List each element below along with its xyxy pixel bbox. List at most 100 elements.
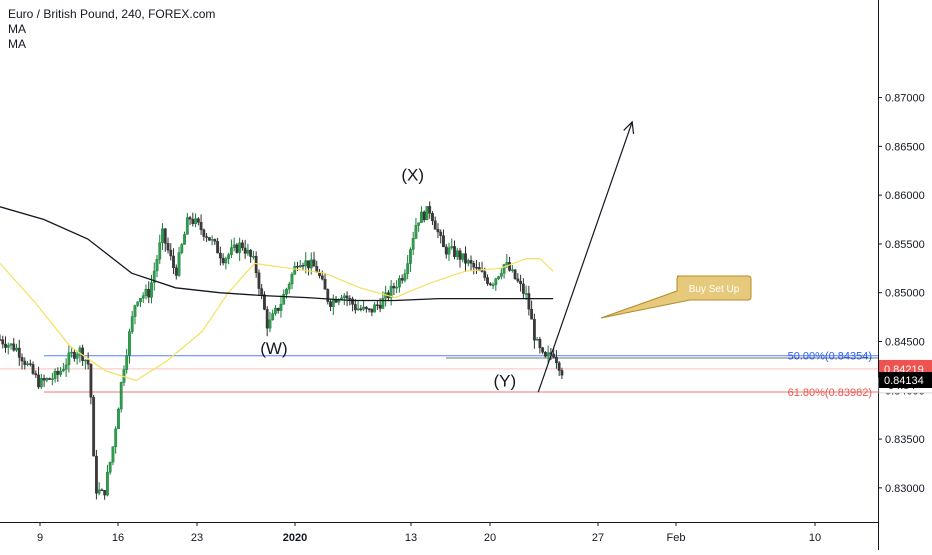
candle bbox=[64, 358, 68, 377]
candle-body bbox=[139, 298, 142, 303]
candle bbox=[290, 272, 294, 290]
candle-body bbox=[117, 408, 120, 430]
candle-body bbox=[530, 308, 534, 320]
candle-body bbox=[395, 286, 399, 289]
candle-body bbox=[83, 359, 87, 362]
candle-body bbox=[136, 301, 140, 306]
candle-body bbox=[367, 308, 371, 310]
candle bbox=[497, 275, 500, 281]
candle-body bbox=[439, 231, 443, 236]
candle-body bbox=[257, 272, 261, 289]
candle-body bbox=[50, 378, 54, 380]
candle bbox=[224, 256, 228, 270]
candle bbox=[12, 337, 16, 352]
candle bbox=[362, 300, 365, 312]
wave-labels: (X) (W) (Y) bbox=[260, 166, 516, 391]
candle-body bbox=[491, 284, 495, 287]
candle bbox=[31, 361, 35, 375]
candle bbox=[312, 251, 316, 267]
candle-body bbox=[72, 351, 76, 359]
candle-body bbox=[4, 343, 7, 348]
candle-body bbox=[196, 218, 200, 223]
candle-body bbox=[67, 352, 71, 366]
candle bbox=[359, 305, 363, 312]
candle-body bbox=[560, 370, 564, 376]
candle-body bbox=[398, 278, 401, 288]
x-tick-label: 9 bbox=[37, 532, 43, 544]
candle-body bbox=[351, 298, 354, 305]
candle bbox=[389, 280, 393, 306]
candle bbox=[147, 281, 151, 304]
candle bbox=[260, 283, 264, 300]
candle-body bbox=[260, 288, 264, 295]
candle-body bbox=[23, 360, 27, 365]
y-tick-label: 0.87000 bbox=[885, 93, 925, 105]
candle bbox=[92, 395, 96, 457]
candle bbox=[67, 344, 71, 373]
candle-body bbox=[331, 298, 335, 307]
candle-body bbox=[370, 308, 374, 313]
candle-body bbox=[119, 382, 123, 410]
candle bbox=[323, 272, 327, 290]
fib-label: 50.00%(0.84354) bbox=[788, 351, 872, 363]
candle bbox=[398, 275, 401, 293]
candle bbox=[243, 239, 247, 259]
candle bbox=[530, 300, 534, 320]
candle-body bbox=[436, 229, 440, 233]
candle bbox=[469, 255, 473, 271]
candle bbox=[1, 335, 5, 349]
candle bbox=[326, 288, 330, 305]
candle-body bbox=[216, 241, 220, 254]
candle bbox=[232, 237, 236, 252]
candle-body bbox=[296, 265, 299, 268]
candle-body bbox=[431, 213, 434, 222]
arrow-shaft bbox=[537, 121, 633, 393]
candle bbox=[70, 346, 74, 358]
candle-body bbox=[373, 304, 377, 313]
candle bbox=[183, 231, 186, 245]
candle-body bbox=[97, 489, 101, 494]
candle bbox=[39, 374, 43, 390]
candle bbox=[205, 232, 208, 242]
candle bbox=[265, 306, 269, 337]
candle-body bbox=[108, 461, 112, 473]
candle-body bbox=[417, 222, 421, 226]
candle-body bbox=[287, 283, 291, 290]
candle-body bbox=[103, 490, 107, 496]
candle bbox=[279, 295, 283, 318]
x-tick-label: 13 bbox=[405, 532, 417, 544]
candle-body bbox=[106, 472, 109, 496]
candle-body bbox=[12, 343, 16, 351]
candle-body bbox=[59, 370, 62, 375]
candle bbox=[210, 235, 214, 246]
candle-body bbox=[345, 295, 349, 299]
candle bbox=[202, 228, 206, 241]
candle-body bbox=[400, 278, 404, 281]
candle bbox=[72, 349, 76, 362]
candle-body bbox=[453, 246, 456, 257]
candle bbox=[23, 357, 27, 370]
candle-body bbox=[414, 225, 418, 239]
candle bbox=[442, 229, 445, 248]
candle-body bbox=[45, 378, 49, 381]
candle-body bbox=[161, 228, 164, 243]
candle bbox=[450, 238, 454, 250]
candle-body bbox=[207, 237, 211, 241]
candles bbox=[0, 201, 564, 500]
candle-body bbox=[329, 301, 332, 307]
candle bbox=[541, 346, 545, 355]
candle-body bbox=[53, 370, 57, 379]
candle-body bbox=[6, 344, 10, 348]
candle-body bbox=[221, 257, 225, 264]
candle-body bbox=[70, 351, 74, 354]
candle bbox=[516, 273, 520, 283]
candle-body bbox=[177, 252, 181, 276]
candle bbox=[119, 381, 123, 413]
candle bbox=[174, 264, 178, 280]
candle-body bbox=[1, 339, 5, 345]
candle-body bbox=[488, 283, 492, 286]
candle bbox=[524, 285, 528, 300]
candle-body bbox=[114, 428, 118, 447]
candle bbox=[108, 461, 112, 475]
